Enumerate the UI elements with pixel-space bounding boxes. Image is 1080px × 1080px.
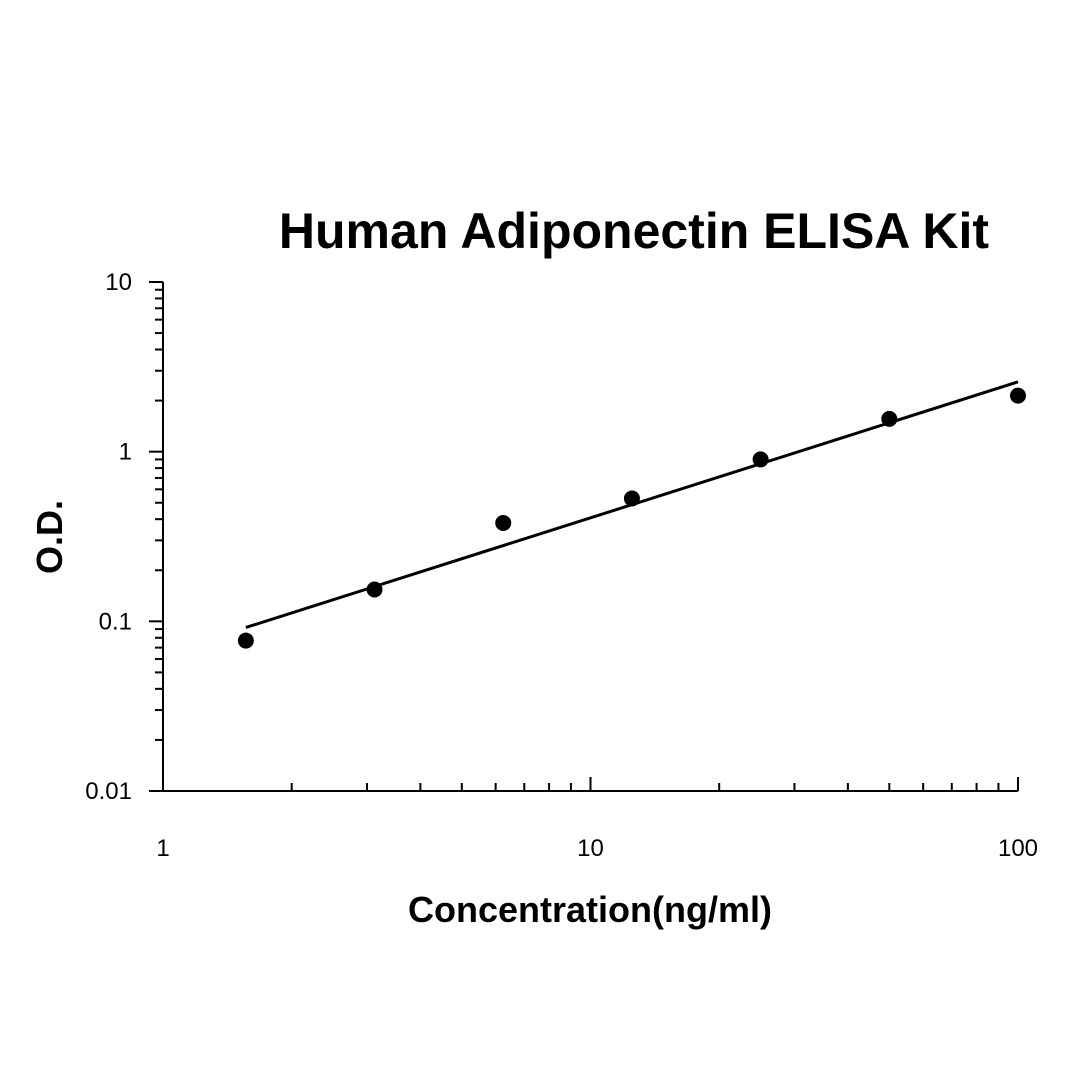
- y-tick-label: 0.1: [99, 608, 132, 635]
- y-axis-label: O.D.: [29, 500, 70, 574]
- data-point: [1010, 387, 1026, 404]
- y-tick-label: 0.01: [85, 778, 132, 805]
- x-tick-label: 1: [156, 835, 169, 862]
- x-axis-label: Concentration(ng/ml): [408, 889, 772, 930]
- x-tick-label: 100: [998, 835, 1038, 862]
- data-point: [237, 632, 254, 649]
- data-point: [366, 581, 383, 598]
- data-point: [623, 490, 640, 507]
- data-point: [752, 451, 769, 468]
- y-tick-label: 10: [105, 269, 132, 296]
- y-tick-label: 1: [119, 439, 132, 466]
- data-point: [881, 410, 898, 427]
- data-point: [495, 514, 512, 531]
- x-tick-label: 10: [577, 835, 604, 862]
- chart-title: Human Adiponectin ELISA Kit: [279, 203, 990, 259]
